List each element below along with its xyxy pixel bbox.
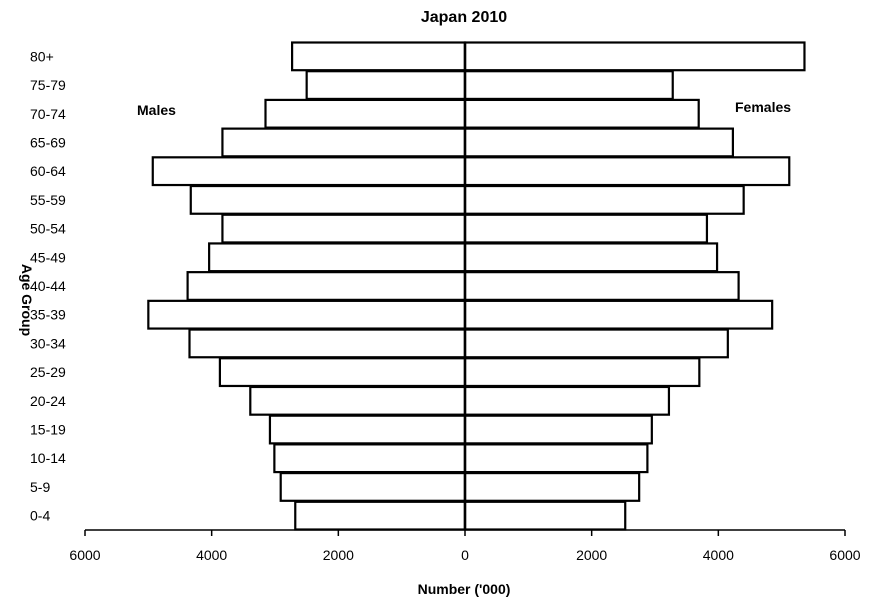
y-tick-label: 25-29 <box>30 364 66 380</box>
bar-female-30-34 <box>463 328 729 359</box>
series-label-females: Females <box>735 99 791 115</box>
bar-male-20-24 <box>249 385 467 416</box>
bar-male-80+ <box>291 41 467 72</box>
y-tick-label: 0-4 <box>30 508 50 524</box>
bar-male-50-54 <box>221 213 467 244</box>
y-tick-label: 20-24 <box>30 393 66 409</box>
bar-male-35-39 <box>147 299 467 330</box>
y-axis-label: Age Group <box>19 264 35 336</box>
bar-male-45-49 <box>208 242 467 273</box>
x-tick-label: 2000 <box>323 547 354 563</box>
bar-female-20-24 <box>463 385 671 416</box>
bar-female-50-54 <box>463 213 709 244</box>
x-tick-label: 6000 <box>829 547 860 563</box>
y-tick-label: 70-74 <box>30 106 66 122</box>
bar-female-10-14 <box>463 443 649 474</box>
y-tick-label: 75-79 <box>30 77 66 93</box>
bar-female-55-59 <box>463 184 745 215</box>
y-tick-label: 35-39 <box>30 307 66 323</box>
bar-male-60-64 <box>151 156 467 187</box>
bar-female-65-69 <box>463 127 734 158</box>
bar-male-75-79 <box>305 70 467 101</box>
y-tick-label: 50-54 <box>30 221 66 237</box>
y-tick-label: 30-34 <box>30 335 66 351</box>
bar-male-55-59 <box>189 184 467 215</box>
y-tick-label: 55-59 <box>30 192 66 208</box>
y-tick-label: 45-49 <box>30 249 66 265</box>
bar-female-45-49 <box>463 242 719 273</box>
y-tick-label: 40-44 <box>30 278 66 294</box>
x-axis-label: Number ('000) <box>418 581 511 597</box>
bar-male-15-19 <box>268 414 467 445</box>
bar-male-0-4 <box>294 500 467 531</box>
bar-female-60-64 <box>463 156 791 187</box>
bar-female-70-74 <box>463 98 700 129</box>
chart-title: Japan 2010 <box>421 9 507 26</box>
bar-male-65-69 <box>221 127 467 158</box>
y-tick-label: 60-64 <box>30 163 66 179</box>
x-tick-label: 0 <box>461 547 469 563</box>
x-tick-label: 2000 <box>576 547 607 563</box>
bar-female-5-9 <box>463 471 641 502</box>
x-tick-label: 4000 <box>703 547 734 563</box>
bar-male-10-14 <box>273 443 467 474</box>
y-tick-label: 80+ <box>30 48 54 64</box>
bar-male-30-34 <box>188 328 467 359</box>
bar-male-70-74 <box>264 98 467 129</box>
bar-female-15-19 <box>463 414 653 445</box>
bars-layer <box>147 41 806 531</box>
y-tick-label: 10-14 <box>30 450 66 466</box>
y-tick-label: 15-19 <box>30 422 66 438</box>
bar-female-80+ <box>463 41 806 72</box>
bar-female-0-4 <box>463 500 627 531</box>
bar-male-25-29 <box>218 357 467 388</box>
bar-female-25-29 <box>463 357 701 388</box>
x-tick-label: 6000 <box>69 547 100 563</box>
y-tick-label: 65-69 <box>30 134 66 150</box>
bar-male-40-44 <box>186 271 467 301</box>
bar-female-35-39 <box>463 299 774 330</box>
bar-female-75-79 <box>463 70 674 101</box>
bar-male-5-9 <box>279 471 467 502</box>
ticks-layer: 0-4 5-9 10-14 15-19 20-24 25-29 30-34 35-39 40-4… <box>30 48 861 563</box>
bar-female-40-44 <box>463 271 740 301</box>
y-tick-label: 5-9 <box>30 479 50 495</box>
x-tick-label: 4000 <box>196 547 227 563</box>
series-label-males: Males <box>137 102 176 118</box>
